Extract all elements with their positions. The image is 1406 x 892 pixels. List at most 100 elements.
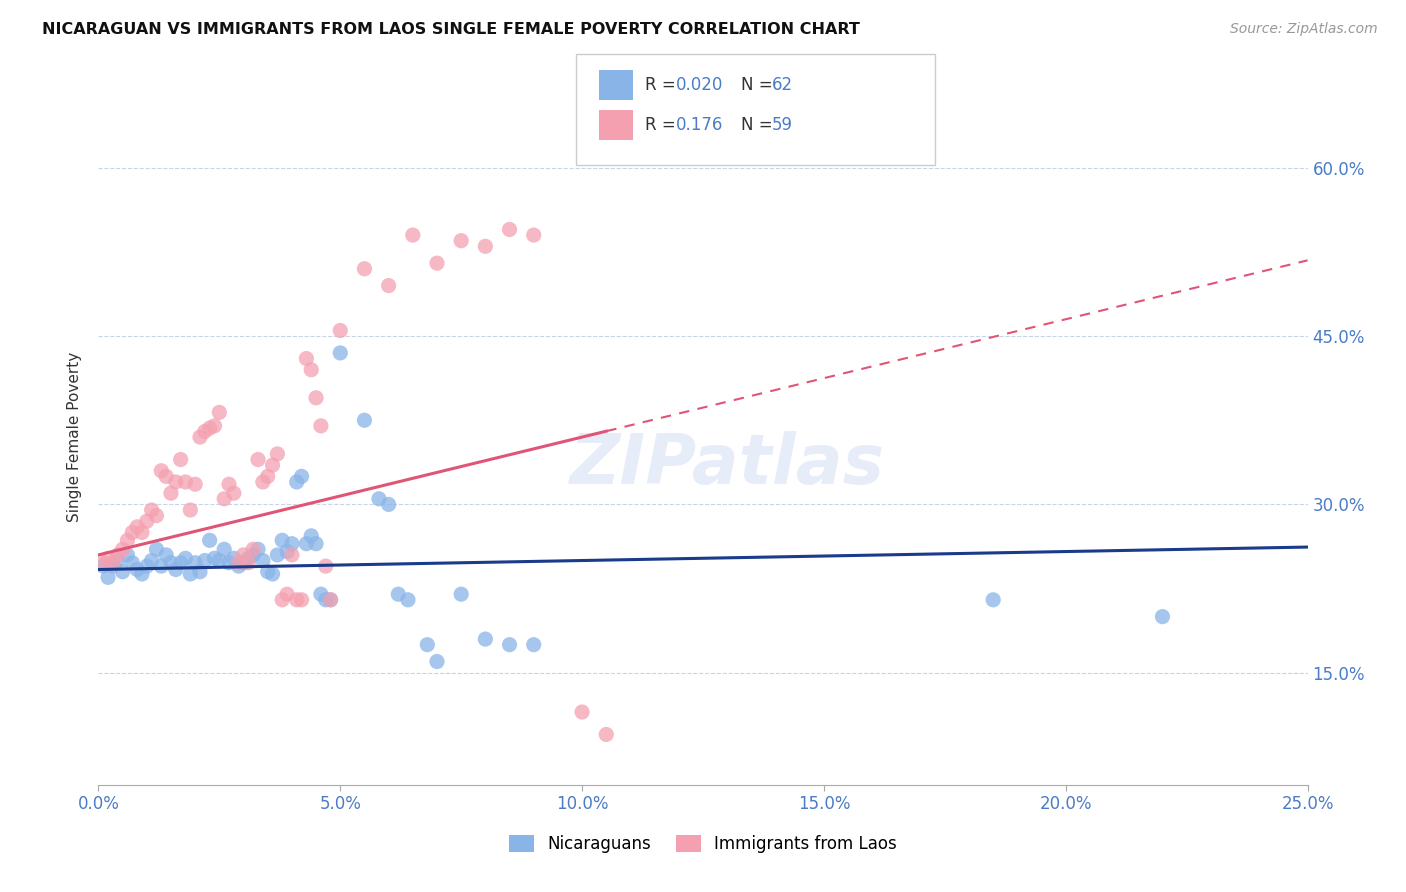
Point <box>256 565 278 579</box>
Point <box>523 638 546 652</box>
Point <box>145 542 167 557</box>
Point <box>295 351 318 366</box>
Point <box>247 542 270 557</box>
Point <box>155 548 177 562</box>
Point <box>474 632 496 646</box>
Point <box>295 537 318 551</box>
Point <box>150 464 173 478</box>
Y-axis label: Single Female Poverty: Single Female Poverty <box>67 352 83 522</box>
Point <box>135 559 157 574</box>
Point <box>252 475 274 489</box>
Text: R =: R = <box>645 76 682 94</box>
Point <box>285 475 308 489</box>
Point <box>309 418 332 433</box>
Point <box>523 228 546 243</box>
Point <box>299 363 322 377</box>
Text: R =: R = <box>645 116 682 134</box>
Point <box>247 452 270 467</box>
Point <box>242 542 264 557</box>
Point <box>595 727 617 741</box>
Text: N =: N = <box>741 116 778 134</box>
Point <box>498 222 520 236</box>
Point <box>353 413 375 427</box>
Point <box>179 566 201 581</box>
Point <box>184 556 207 570</box>
Point <box>981 592 1004 607</box>
Point <box>184 477 207 491</box>
Point <box>174 475 197 489</box>
Point <box>474 239 496 253</box>
Point <box>309 587 332 601</box>
Point <box>329 323 352 337</box>
Point <box>174 551 197 566</box>
Point <box>266 548 288 562</box>
Point <box>111 542 134 557</box>
Point <box>188 430 211 444</box>
Point <box>387 587 409 601</box>
Point <box>305 391 328 405</box>
Point <box>145 508 167 523</box>
Point <box>276 587 298 601</box>
Point <box>222 486 245 500</box>
Text: 0.020: 0.020 <box>676 76 724 94</box>
Point <box>165 475 187 489</box>
Text: 0.176: 0.176 <box>676 116 724 134</box>
Point <box>135 514 157 528</box>
Point <box>281 537 304 551</box>
Text: 62: 62 <box>772 76 793 94</box>
Point <box>416 638 439 652</box>
Point <box>101 556 124 570</box>
Point <box>266 447 288 461</box>
Point <box>204 418 226 433</box>
Point <box>101 559 124 574</box>
Point <box>91 556 114 570</box>
Point <box>179 503 201 517</box>
Point <box>232 548 254 562</box>
Point <box>204 551 226 566</box>
Point <box>160 486 183 500</box>
Point <box>165 562 187 576</box>
Point <box>155 469 177 483</box>
Point <box>188 565 211 579</box>
Point <box>232 556 254 570</box>
Point <box>169 452 191 467</box>
Point <box>131 525 153 540</box>
Point <box>107 548 129 562</box>
Point <box>450 587 472 601</box>
Point <box>299 529 322 543</box>
Point <box>169 556 191 570</box>
Point <box>396 592 419 607</box>
Point <box>252 553 274 567</box>
Point <box>285 592 308 607</box>
Point <box>238 556 260 570</box>
Point <box>150 559 173 574</box>
Point <box>377 497 399 511</box>
Point <box>276 544 298 558</box>
Point <box>97 551 120 566</box>
Point <box>127 520 149 534</box>
Point <box>315 559 337 574</box>
Legend: Nicaraguans, Immigrants from Laos: Nicaraguans, Immigrants from Laos <box>502 829 904 860</box>
Point <box>290 469 312 483</box>
Point <box>271 592 294 607</box>
Point <box>262 566 284 581</box>
Point <box>368 491 391 506</box>
Point <box>329 346 352 360</box>
Point <box>212 542 235 557</box>
Point <box>256 469 278 483</box>
Point <box>121 556 143 570</box>
Point <box>353 261 375 276</box>
Point <box>281 548 304 562</box>
Point <box>141 553 163 567</box>
Point <box>121 525 143 540</box>
Point <box>262 458 284 472</box>
Text: 59: 59 <box>772 116 793 134</box>
Point <box>498 638 520 652</box>
Point <box>117 548 139 562</box>
Point <box>228 556 250 570</box>
Text: Source: ZipAtlas.com: Source: ZipAtlas.com <box>1230 22 1378 37</box>
Point <box>97 570 120 584</box>
Point <box>319 592 342 607</box>
Point <box>218 477 240 491</box>
Point <box>315 592 337 607</box>
